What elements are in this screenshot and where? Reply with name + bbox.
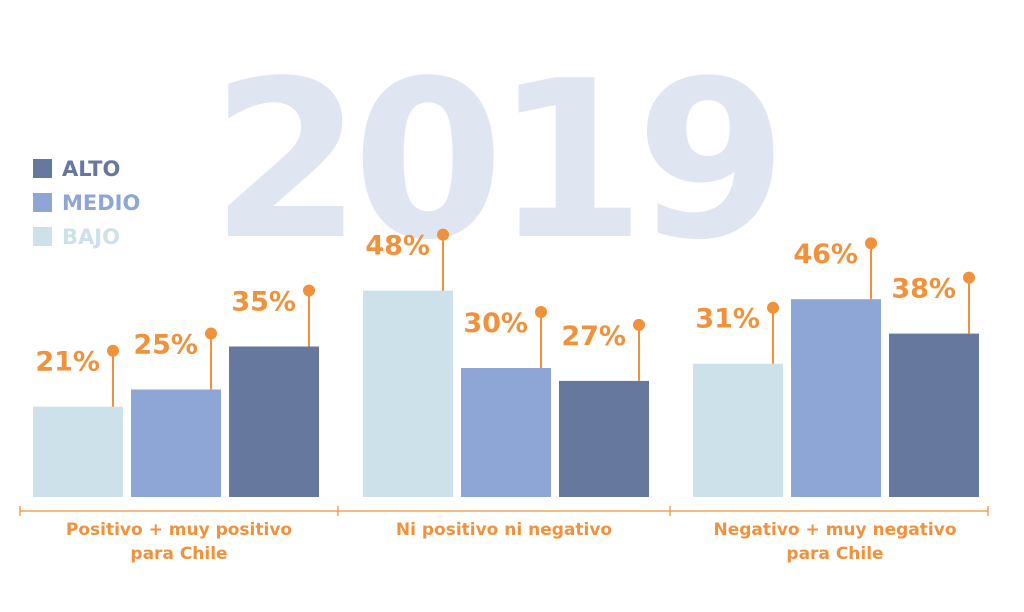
x-axis bbox=[19, 506, 989, 516]
bar-medio-group-2 bbox=[461, 368, 551, 497]
bars-layer: 21% 25% 35% 48% 30% 27% 31% 46% 38% bbox=[33, 228, 979, 497]
bar-alto-group-3 bbox=[889, 333, 979, 497]
category-label-3: Negativo + muy negativo para Chile bbox=[714, 520, 957, 564]
value-label: 31% bbox=[695, 304, 760, 335]
value-leader-dot bbox=[865, 237, 877, 250]
category-label-1: Positivo + muy positivo para Chile bbox=[66, 520, 292, 564]
value-leader-dot bbox=[107, 344, 119, 357]
bar-bajo-group-2 bbox=[363, 290, 453, 497]
bar-alto-group-1 bbox=[229, 346, 319, 497]
legend-label-bajo: BAJO bbox=[62, 225, 120, 249]
value-leader-dot bbox=[437, 228, 449, 241]
value-label: 27% bbox=[561, 321, 626, 352]
bar-medio-group-3 bbox=[791, 299, 881, 497]
bar-alto-group-2 bbox=[559, 380, 649, 497]
value-label: 35% bbox=[231, 287, 296, 318]
legend: ALTO MEDIO BAJO bbox=[33, 157, 140, 249]
legend-swatch-bajo bbox=[33, 227, 52, 246]
value-label: 30% bbox=[463, 308, 528, 339]
value-leader-dot bbox=[767, 301, 779, 314]
value-leader-dot bbox=[303, 284, 315, 297]
value-label: 38% bbox=[891, 274, 956, 305]
legend-label-medio: MEDIO bbox=[62, 191, 140, 215]
value-label: 21% bbox=[35, 347, 100, 378]
value-leader-dot bbox=[963, 271, 975, 284]
category-labels: Positivo + muy positivo para Chile Ni posi… bbox=[66, 520, 957, 564]
bar-bajo-group-1 bbox=[33, 406, 123, 497]
year-watermark: 2019 bbox=[211, 35, 778, 288]
value-leader-dot bbox=[633, 318, 645, 331]
legend-swatch-alto bbox=[33, 159, 52, 178]
bar-medio-group-1 bbox=[131, 389, 221, 497]
category-label-2: Ni positivo ni negativo bbox=[396, 520, 612, 540]
legend-label-alto: ALTO bbox=[62, 157, 120, 181]
legend-swatch-medio bbox=[33, 193, 52, 212]
value-leader-dot bbox=[205, 327, 217, 340]
value-label: 25% bbox=[133, 330, 198, 361]
value-leader-dot bbox=[535, 306, 547, 318]
value-label: 48% bbox=[365, 231, 430, 262]
bar-bajo-group-3 bbox=[693, 363, 783, 497]
value-label: 46% bbox=[793, 239, 858, 270]
